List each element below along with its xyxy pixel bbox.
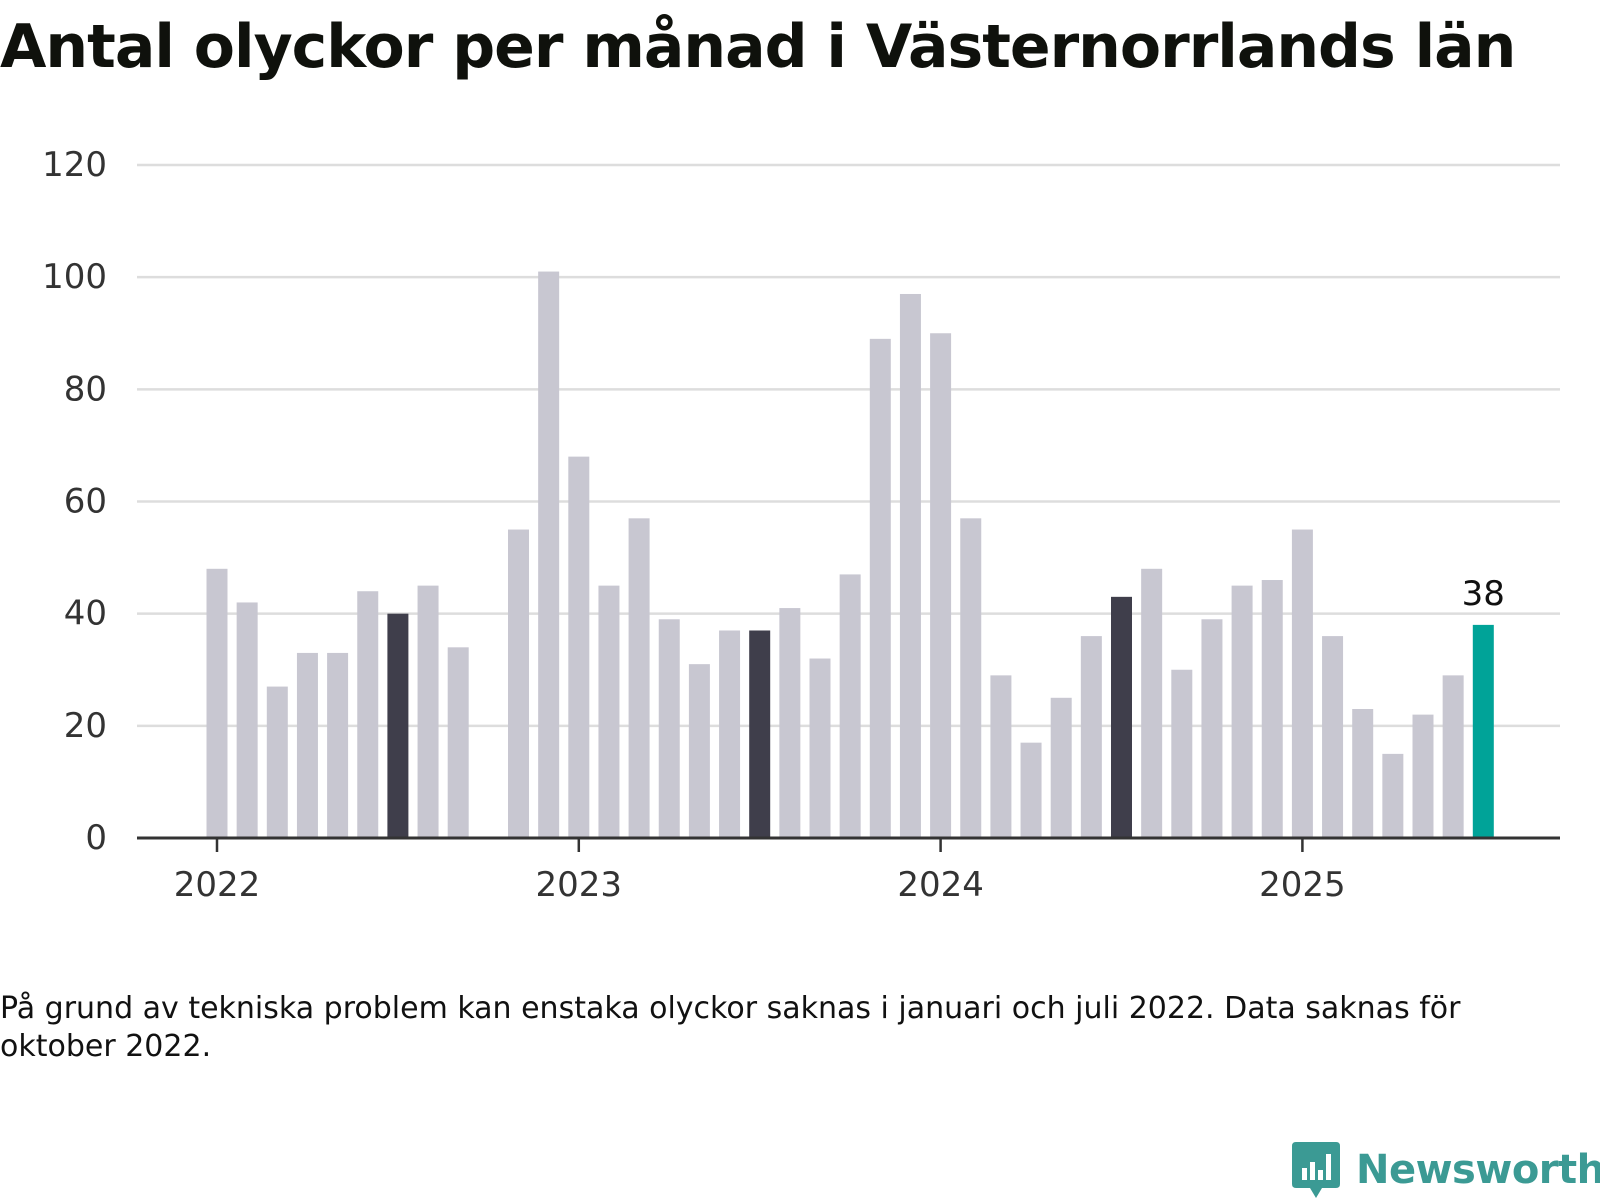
x-tick-label: 2022 <box>174 865 261 905</box>
newsworthy-logo-icon <box>1292 1142 1340 1198</box>
bar-month-41 <box>1442 675 1464 838</box>
bar-month-17 <box>719 630 741 838</box>
bar-month-25 <box>960 518 982 838</box>
bar-month-20 <box>809 658 831 838</box>
bar-month-27 <box>1020 742 1042 838</box>
x-tick-label: 2023 <box>536 865 623 905</box>
bar-month-8 <box>447 647 469 838</box>
bar-month-30 <box>1111 596 1132 838</box>
bar-month-24 <box>930 333 952 838</box>
latest-value-label: 38 <box>1462 574 1505 614</box>
bar-chart: 0 20 40 60 80 100 120 2022 2023 2024 2025 38 <box>42 145 1560 905</box>
data-labels: 38 <box>1462 574 1505 614</box>
bar-month-33 <box>1201 619 1223 838</box>
bar-month-7 <box>417 585 439 838</box>
y-tick-label: 40 <box>64 594 107 634</box>
bar-month-15 <box>658 619 680 838</box>
bar-month-26 <box>990 675 1012 838</box>
bar-month-40 <box>1412 714 1434 838</box>
bar-month-5 <box>357 591 379 838</box>
bar-month-6 <box>387 613 409 838</box>
bar-month-4 <box>327 652 349 838</box>
bar-month-29 <box>1080 636 1102 838</box>
bar-month-38 <box>1352 709 1374 838</box>
chart-title: Antal olyckor per månad i Västernorrland… <box>0 12 1516 82</box>
bar-month-0 <box>206 568 228 838</box>
y-tick-label: 60 <box>64 482 107 522</box>
bar-month-18 <box>749 630 771 838</box>
bar-month-16 <box>688 664 710 838</box>
bar-month-1 <box>236 602 258 838</box>
chart-note: På grund av tekniska problem kan enstaka… <box>0 991 1461 1064</box>
bar-month-32 <box>1171 669 1193 838</box>
bar-month-36 <box>1291 529 1313 838</box>
bar-month-11 <box>538 271 560 838</box>
bar-month-34 <box>1231 585 1253 838</box>
bar-month-12 <box>568 456 590 838</box>
bar-month-22 <box>869 338 891 838</box>
bar-month-37 <box>1322 636 1344 838</box>
y-tick-label: 80 <box>64 369 107 409</box>
bar-month-3 <box>296 652 318 838</box>
bar-month-2 <box>266 686 288 838</box>
y-tick-label: 0 <box>85 818 107 858</box>
bar-month-42 <box>1472 624 1494 838</box>
bar-month-31 <box>1141 568 1163 838</box>
bar-month-19 <box>779 608 801 838</box>
y-axis-ticks: 0 20 40 60 80 100 120 <box>42 145 107 858</box>
y-tick-label: 120 <box>42 145 107 185</box>
y-tick-label: 100 <box>42 257 107 297</box>
bar-month-10 <box>508 529 529 838</box>
bar-month-28 <box>1050 697 1072 838</box>
bars <box>206 271 1494 838</box>
bar-month-21 <box>839 574 861 838</box>
x-tick-label: 2024 <box>897 865 984 905</box>
x-tick-label: 2025 <box>1259 865 1346 905</box>
bar-month-39 <box>1382 753 1404 838</box>
bar-month-14 <box>628 518 650 838</box>
brand-logo: Newsworthy <box>1290 1140 1600 1200</box>
bar-month-13 <box>598 585 620 838</box>
brand-name: Newsworthy <box>1356 1147 1600 1193</box>
bar-month-35 <box>1261 580 1283 838</box>
x-axis: 2022 2023 2024 2025 <box>137 836 1560 905</box>
y-tick-label: 20 <box>64 706 107 746</box>
bar-month-23 <box>899 293 921 838</box>
